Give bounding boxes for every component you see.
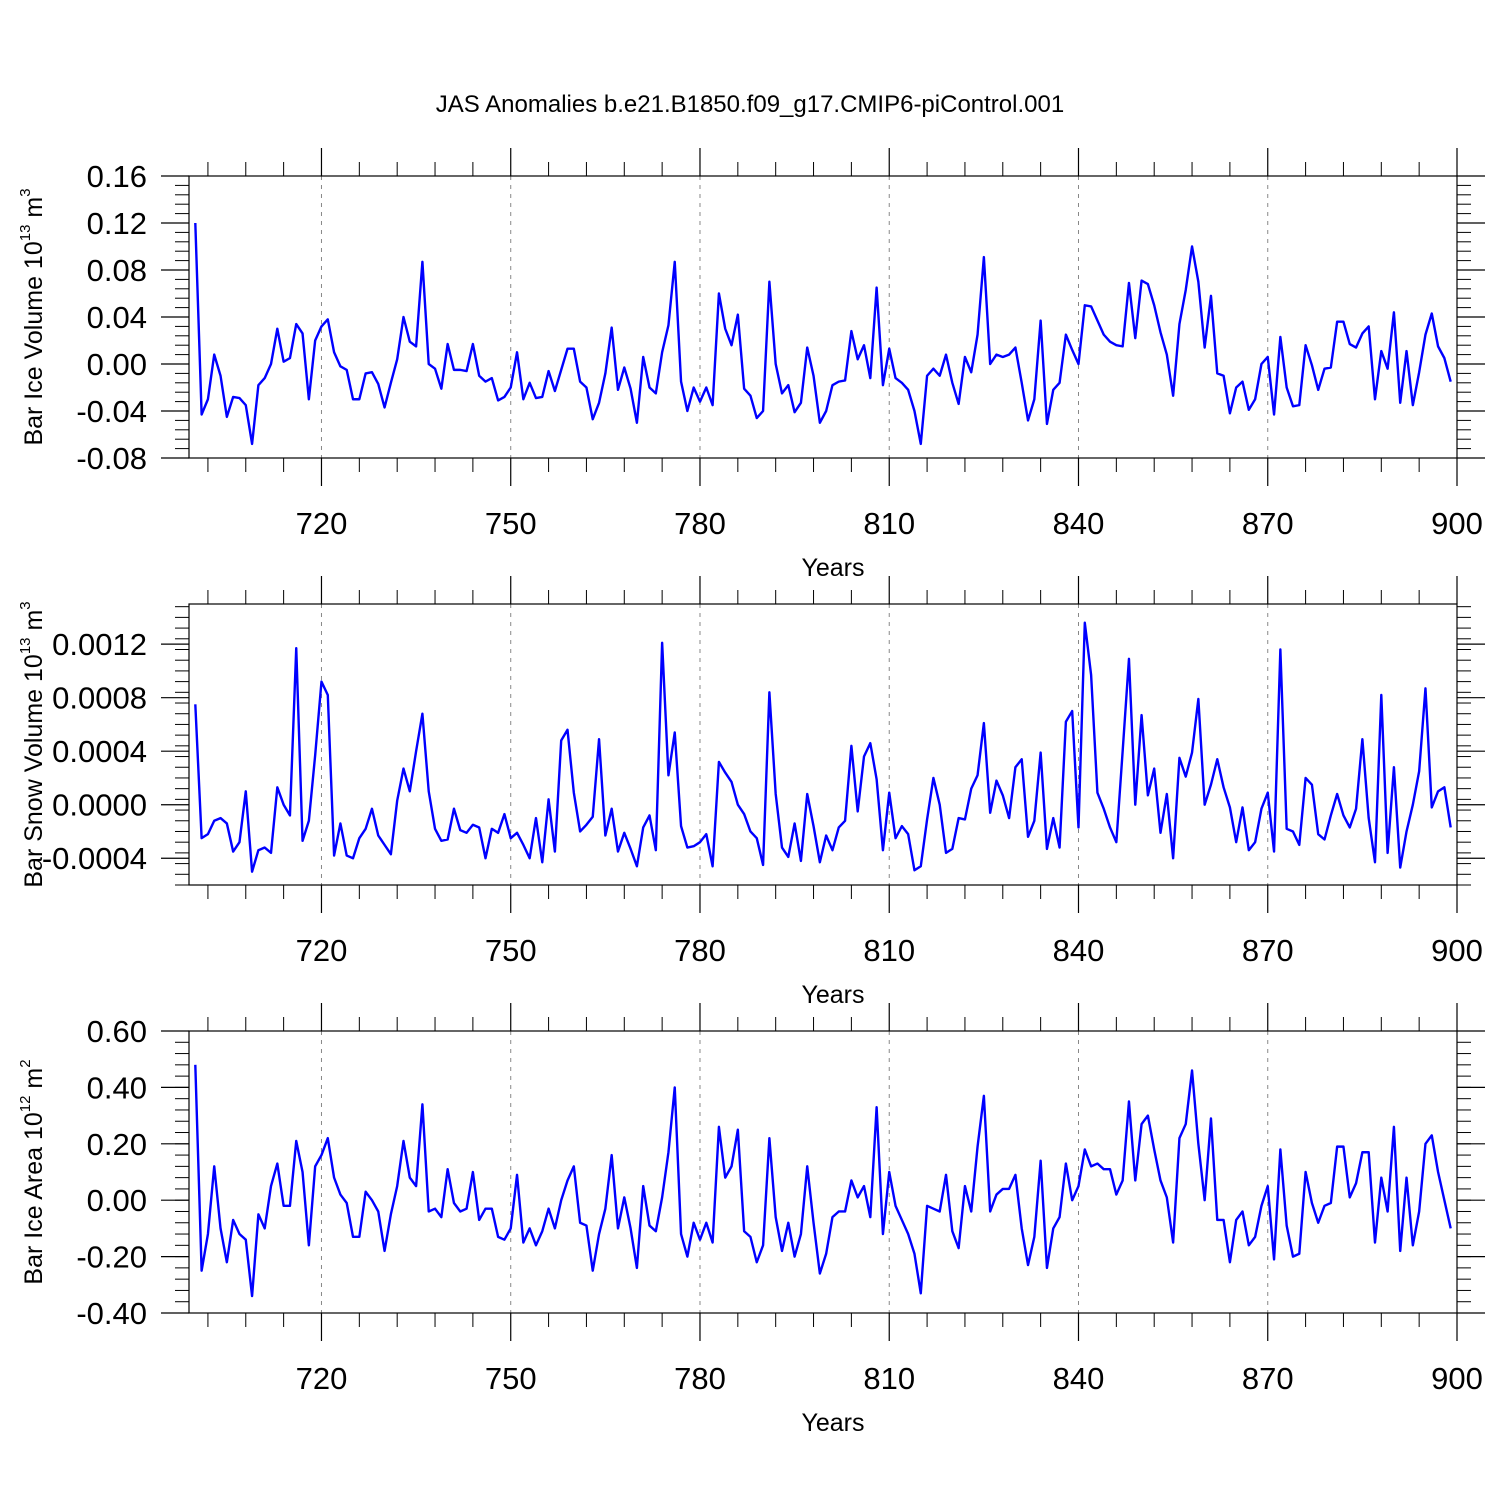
y-tick-label: 0.16	[87, 159, 147, 194]
y-tick-label: 0.04	[87, 300, 147, 335]
x-axis-title: Years	[801, 554, 864, 582]
y-axis-title-unit: m	[20, 197, 48, 225]
y-tick-label: 0.40	[87, 1070, 147, 1105]
x-tick-label: 810	[863, 506, 915, 541]
x-tick-label: 720	[296, 1361, 348, 1396]
y-tick-label: 0.0004	[52, 734, 147, 769]
y-tick-label: 0.20	[87, 1127, 147, 1162]
y-axis-title-exp: 13	[17, 637, 34, 654]
x-tick-label: 780	[674, 933, 726, 968]
y-axis-title-exp: 13	[17, 225, 34, 242]
x-tick-label: 900	[1431, 1361, 1483, 1396]
y-axis-title: Bar Ice Area 1012 m2	[17, 1059, 48, 1284]
series-line-middle	[194, 621, 1452, 873]
y-axis-title-unit-exp: 2	[17, 1059, 34, 1067]
y-axis-title: Bar Ice Volume 1013 m3	[17, 188, 48, 445]
x-tick-label: 750	[485, 933, 537, 968]
y-axis-title: Bar Snow Volume 1013 m3	[17, 601, 48, 887]
x-tick-label: 840	[1053, 1361, 1105, 1396]
y-axis-title-text: Bar Snow Volume 10	[20, 654, 48, 887]
x-tick-label: 870	[1242, 1361, 1294, 1396]
x-tick-label: 870	[1242, 506, 1294, 541]
y-tick-label: 0.0000	[52, 788, 147, 823]
x-axis-title: Years	[801, 1409, 864, 1437]
x-tick-label: 840	[1053, 506, 1105, 541]
y-axis-title-text: Bar Ice Area 10	[20, 1112, 48, 1284]
y-tick-label: 0.00	[87, 347, 147, 382]
y-tick-label: -0.08	[76, 441, 147, 476]
y-tick-label: -0.0004	[42, 841, 147, 876]
y-axis-title-exp: 12	[17, 1096, 34, 1113]
y-tick-label: 0.0012	[52, 627, 147, 662]
y-axis-title-unit: m	[20, 610, 48, 638]
plot-frame	[188, 603, 1458, 886]
y-tick-label: 0.08	[87, 253, 147, 288]
chart-title: JAS Anomalies b.e21.B1850.f09_g17.CMIP6-…	[436, 91, 1064, 118]
y-tick-label: -0.40	[76, 1296, 147, 1331]
y-tick-label: -0.20	[76, 1240, 147, 1275]
y-axis-title-unit-exp: 3	[17, 188, 34, 196]
y-axis-title-unit: m	[20, 1068, 48, 1096]
x-tick-label: 900	[1431, 933, 1483, 968]
x-axis-title: Years	[801, 981, 864, 1009]
y-axis-title-text: Bar Ice Volume 10	[20, 241, 48, 445]
x-tick-label: 840	[1053, 933, 1105, 968]
x-tick-label: 780	[674, 506, 726, 541]
x-tick-label: 720	[296, 506, 348, 541]
y-axis-title-unit-exp: 3	[17, 601, 34, 609]
x-tick-label: 750	[485, 1361, 537, 1396]
x-tick-label: 720	[296, 933, 348, 968]
plot-frame	[188, 1030, 1458, 1314]
y-tick-label: 0.60	[87, 1014, 147, 1049]
panel-bottom: -0.40 -0.20 0.00 0.20 0.40 0.60 720 750 780 810 84…	[17, 1003, 1485, 1437]
panel-middle: -0.0004 0.0000 0.0004 0.0008 0.0012 720 750 780…	[17, 576, 1485, 1009]
y-tick-label: 0.12	[87, 206, 147, 241]
y-tick-label: -0.04	[76, 394, 147, 429]
y-tick-label: 0.0008	[52, 681, 147, 716]
x-tick-label: 900	[1431, 506, 1483, 541]
series-line-bottom	[194, 1064, 1452, 1298]
x-tick-label: 810	[863, 933, 915, 968]
x-tick-label: 780	[674, 1361, 726, 1396]
y-tick-label: 0.00	[87, 1183, 147, 1218]
panel-top: -0.08 -0.04 0.00 0.04 0.08 0.12 0.16 720 750 780 8…	[17, 148, 1485, 582]
x-tick-label: 870	[1242, 933, 1294, 968]
x-tick-label: 750	[485, 506, 537, 541]
series-line-top	[194, 222, 1452, 446]
x-tick-label: 810	[863, 1361, 915, 1396]
